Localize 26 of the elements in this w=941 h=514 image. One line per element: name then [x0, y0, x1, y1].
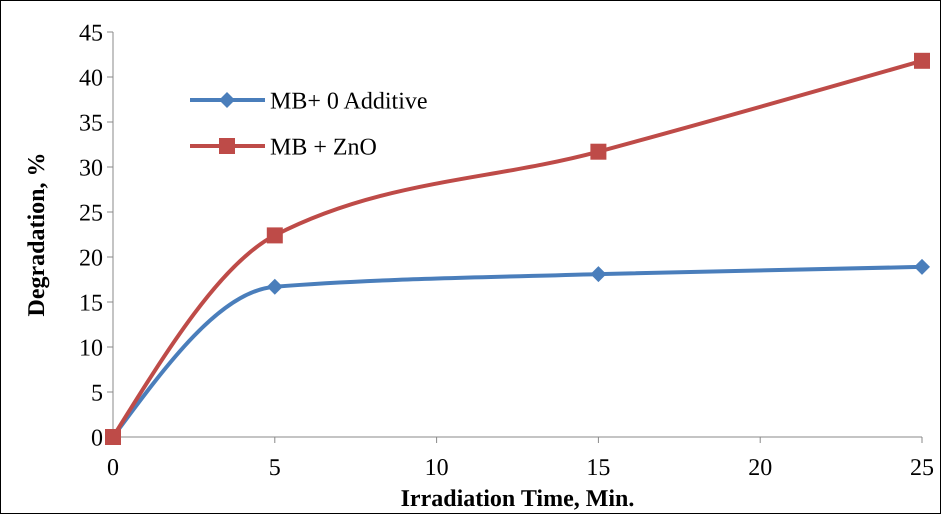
point	[266, 227, 283, 244]
point	[266, 278, 283, 295]
y-tick-label: 5	[91, 380, 103, 406]
y-tick-label: 10	[79, 335, 103, 362]
y-tick-label: 40	[79, 65, 103, 92]
y-tick-label: 35	[79, 110, 103, 136]
y-tick-label: 25	[79, 200, 103, 226]
x-tick-label: 10	[424, 455, 449, 481]
point	[914, 52, 930, 69]
point	[590, 266, 606, 282]
y-tick-label: 45	[79, 20, 103, 46]
x-tick-label: 15	[586, 455, 610, 481]
x-tick-label: 20	[748, 455, 772, 481]
x-tick-label: 0	[107, 455, 119, 481]
y-axis-title: Degradation, %	[24, 152, 50, 316]
point	[914, 258, 930, 275]
x-tick-label: 25	[910, 455, 934, 481]
x-tick-label: 5	[268, 455, 281, 481]
point	[590, 144, 606, 160]
y-tick-label: 30	[79, 155, 103, 182]
legend-label: MB + ZnO	[270, 134, 377, 160]
y-tick-label: 0	[91, 425, 103, 452]
y-tick-label: 15	[79, 290, 103, 316]
x-axis-title: Irradiation Time, Min.	[400, 486, 634, 512]
y-tick-label: 20	[79, 245, 103, 272]
legend-label: MB+ 0 Additive	[270, 88, 428, 114]
